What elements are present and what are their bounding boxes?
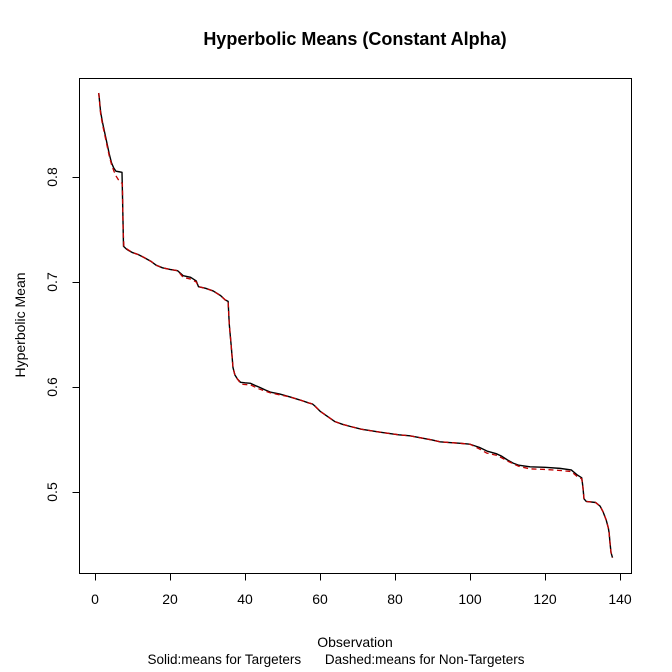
x-tick-label: 80 — [387, 591, 403, 607]
x-tick-label: 140 — [608, 591, 632, 607]
plot-box — [79, 78, 632, 574]
x-tick-label: 40 — [237, 591, 253, 607]
y-axis-label: Hyperbolic Mean — [12, 272, 28, 378]
y-tick-label: 0.5 — [44, 482, 60, 502]
series-line-non-targeters — [98, 92, 614, 558]
chart-title: Hyperbolic Means (Constant Alpha) — [203, 29, 507, 49]
x-tick-label: 120 — [533, 591, 557, 607]
series-line-targeters — [98, 92, 614, 558]
legend-note: Solid:means for Targeters Dashed:means f… — [0, 652, 672, 667]
x-tick-label: 20 — [162, 591, 178, 607]
y-tick-label: 0.7 — [44, 272, 60, 292]
x-axis-label: Observation — [317, 634, 393, 650]
legend-solid-label: Solid:means for Targeters — [147, 652, 302, 667]
y-tick-label: 0.6 — [44, 377, 60, 397]
x-tick-label: 60 — [312, 591, 328, 607]
x-tick-label: 0 — [91, 591, 99, 607]
x-tick-label: 100 — [458, 591, 482, 607]
y-tick-label: 0.8 — [44, 167, 60, 187]
legend-dashed-label: Dashed:means for Non-Targeters — [324, 652, 525, 667]
